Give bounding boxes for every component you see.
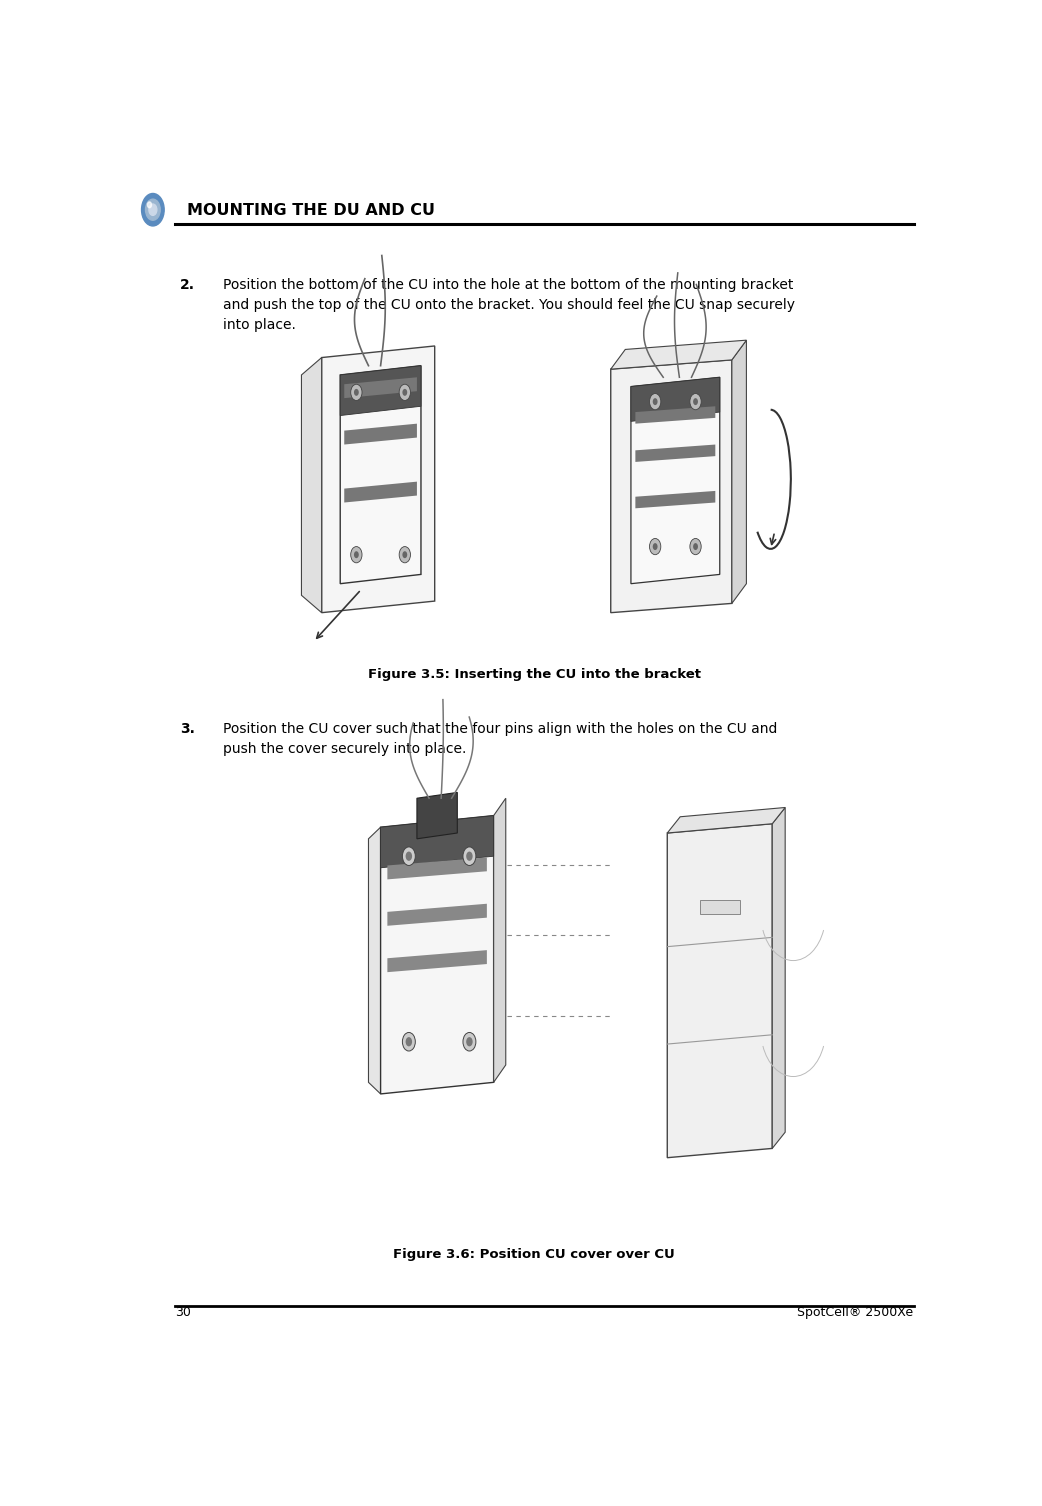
Circle shape [690,393,701,410]
Polygon shape [772,807,786,1149]
Polygon shape [322,346,435,613]
Text: Position the CU cover such that the four pins align with the holes on the CU and: Position the CU cover such that the four… [223,723,777,756]
Circle shape [351,547,362,563]
Polygon shape [631,378,720,422]
Circle shape [142,193,165,226]
Polygon shape [636,407,715,423]
Polygon shape [380,816,494,1093]
Polygon shape [611,360,731,613]
Circle shape [147,202,151,208]
Circle shape [405,851,412,861]
Circle shape [693,398,698,405]
Circle shape [399,547,411,563]
Circle shape [354,551,358,559]
Polygon shape [380,816,494,867]
Polygon shape [494,798,505,1083]
Circle shape [146,199,160,220]
Circle shape [652,544,658,550]
Polygon shape [340,366,421,416]
Polygon shape [344,378,417,398]
Circle shape [463,846,476,866]
Polygon shape [344,482,417,503]
Circle shape [652,398,658,405]
Polygon shape [340,366,421,584]
Text: Position the bottom of the CU into the hole at the bottom of the mounting bracke: Position the bottom of the CU into the h… [223,279,795,333]
Circle shape [405,1038,412,1047]
Bar [699,901,740,914]
Circle shape [402,389,407,396]
Circle shape [402,1033,416,1051]
Polygon shape [667,824,772,1158]
Circle shape [693,544,698,550]
Circle shape [402,846,416,866]
Polygon shape [388,950,487,973]
Text: Figure 3.6: Position CU cover over CU: Figure 3.6: Position CU cover over CU [393,1247,675,1261]
Circle shape [402,551,407,559]
Text: Figure 3.5: Inserting the CU into the bracket: Figure 3.5: Inserting the CU into the br… [368,667,700,681]
Polygon shape [388,857,487,880]
Circle shape [466,1038,473,1047]
Circle shape [149,203,156,215]
Circle shape [690,539,701,554]
Circle shape [351,384,362,401]
Circle shape [463,1033,476,1051]
Circle shape [649,539,661,554]
Polygon shape [417,792,457,839]
Circle shape [354,389,358,396]
Text: MOUNTING THE DU AND CU: MOUNTING THE DU AND CU [187,203,435,218]
Polygon shape [611,340,746,369]
Polygon shape [636,444,715,462]
Polygon shape [369,827,380,1093]
Polygon shape [631,378,720,584]
Polygon shape [636,491,715,509]
Polygon shape [344,423,417,444]
Text: SpotCell® 2500Xe: SpotCell® 2500Xe [797,1307,914,1319]
Polygon shape [731,340,746,604]
Circle shape [649,393,661,410]
Polygon shape [667,807,786,833]
Circle shape [399,384,411,401]
Text: 2.: 2. [180,279,195,292]
Text: 3.: 3. [180,723,195,736]
Polygon shape [301,357,322,613]
Text: 30: 30 [175,1307,191,1319]
Circle shape [466,851,473,861]
Polygon shape [388,904,487,926]
